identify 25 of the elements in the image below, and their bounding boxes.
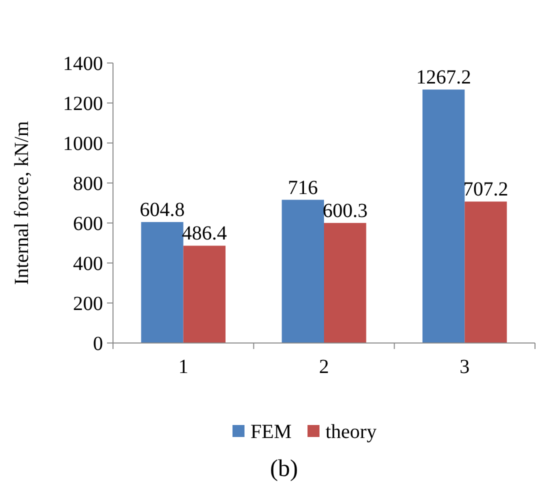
- y-tick-label: 400: [73, 253, 103, 275]
- data-label: 1267.2: [416, 66, 472, 89]
- x-tick-label: 3: [460, 356, 470, 378]
- y-axis-title: Internal force, kN/m: [11, 120, 33, 285]
- data-label: 604.8: [140, 199, 185, 222]
- data-label: 716: [288, 176, 318, 199]
- y-tick-label: 1000: [63, 133, 103, 155]
- legend-label: theory: [326, 421, 377, 443]
- bar: [183, 246, 226, 343]
- y-tick-label: 600: [73, 213, 103, 235]
- y-tick-label: 1400: [63, 53, 103, 75]
- y-tick-label: 800: [73, 173, 103, 195]
- legend-label: FEM: [250, 421, 292, 443]
- bar: [324, 222, 366, 343]
- x-tick-label: 2: [319, 356, 329, 378]
- x-tick-label: 1: [178, 356, 188, 378]
- bar: [141, 222, 184, 343]
- text: (b): [270, 456, 298, 482]
- data-label: 707.2: [463, 178, 508, 201]
- y-tick-label: 200: [73, 293, 103, 315]
- y-tick-label: 0: [93, 333, 103, 355]
- bar: [282, 200, 324, 343]
- y-tick-label: 1200: [63, 93, 103, 115]
- bar: [422, 90, 465, 343]
- bar: [464, 202, 507, 343]
